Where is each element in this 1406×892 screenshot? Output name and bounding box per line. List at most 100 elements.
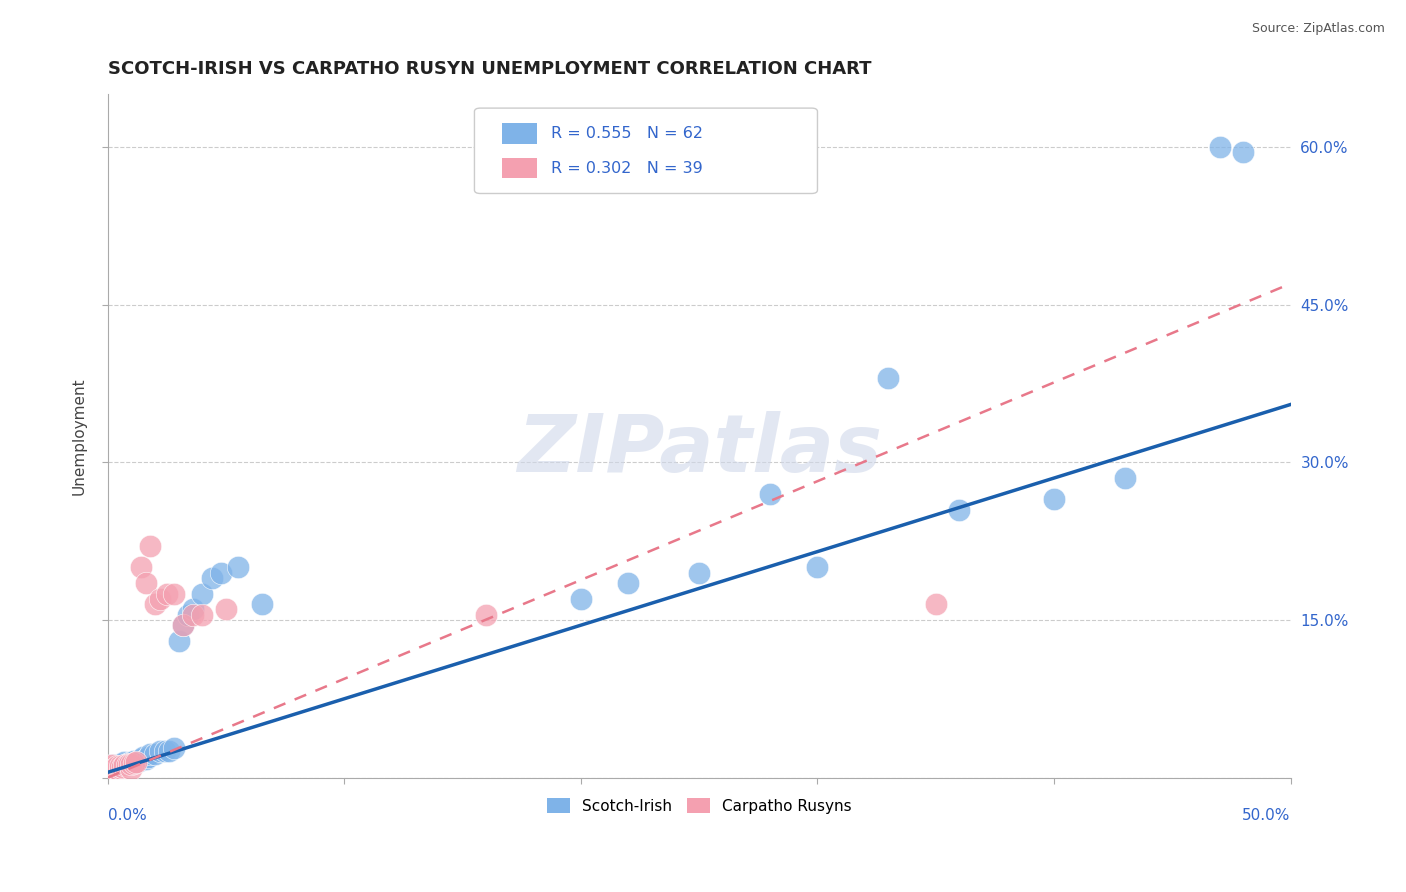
Point — [132, 749, 155, 764]
Point — [108, 761, 131, 775]
Point — [98, 761, 121, 775]
Point — [111, 760, 134, 774]
Legend: Scotch-Irish, Carpatho Rusyns: Scotch-Irish, Carpatho Rusyns — [538, 790, 859, 822]
Point — [101, 763, 124, 777]
Point — [925, 597, 948, 611]
Point — [877, 371, 900, 385]
Point — [101, 760, 124, 774]
Point — [101, 763, 124, 777]
Point — [105, 762, 128, 776]
Point — [108, 759, 131, 773]
Point — [108, 756, 131, 771]
Point — [191, 607, 214, 622]
Point — [104, 763, 127, 777]
Point — [177, 607, 200, 622]
Point — [101, 759, 124, 773]
Point — [128, 754, 150, 768]
Text: R = 0.302   N = 39: R = 0.302 N = 39 — [551, 161, 703, 176]
Point — [569, 591, 592, 606]
Point — [101, 765, 124, 780]
Point — [172, 618, 194, 632]
Point — [122, 756, 145, 770]
Point — [115, 756, 138, 771]
Point — [111, 760, 134, 774]
Y-axis label: Unemployment: Unemployment — [72, 377, 86, 495]
Point — [98, 762, 121, 776]
Point — [98, 765, 121, 780]
Point — [1208, 140, 1230, 154]
Point — [153, 744, 176, 758]
Point — [112, 758, 135, 772]
Point — [191, 587, 214, 601]
Point — [181, 602, 204, 616]
Point — [101, 761, 124, 775]
Text: 0.0%: 0.0% — [108, 808, 146, 823]
Point — [226, 560, 249, 574]
Point — [157, 744, 180, 758]
Point — [101, 762, 124, 776]
Point — [98, 762, 121, 776]
Point — [104, 758, 127, 772]
Point — [129, 752, 152, 766]
Point — [172, 618, 194, 632]
Point — [163, 741, 186, 756]
Point — [112, 755, 135, 769]
Point — [118, 756, 141, 770]
Point — [617, 576, 640, 591]
Point — [129, 560, 152, 574]
Point — [1114, 471, 1136, 485]
Point — [688, 566, 710, 580]
Point — [98, 765, 121, 780]
Point — [104, 761, 127, 775]
Point — [120, 755, 142, 769]
Point — [120, 756, 142, 771]
Point — [201, 571, 224, 585]
Point — [163, 587, 186, 601]
Point — [98, 764, 121, 779]
Point — [98, 763, 121, 777]
Text: SCOTCH-IRISH VS CARPATHO RUSYN UNEMPLOYMENT CORRELATION CHART: SCOTCH-IRISH VS CARPATHO RUSYN UNEMPLOYM… — [108, 60, 872, 78]
Point — [122, 754, 145, 768]
Point — [167, 634, 190, 648]
Point — [105, 759, 128, 773]
FancyBboxPatch shape — [502, 158, 537, 178]
Point — [104, 760, 127, 774]
Point — [149, 591, 172, 606]
Point — [156, 587, 179, 601]
Point — [104, 763, 127, 777]
Point — [108, 761, 131, 775]
Point — [806, 560, 828, 574]
Point — [125, 755, 148, 769]
FancyBboxPatch shape — [502, 123, 537, 144]
Point — [139, 540, 162, 554]
Point — [101, 765, 124, 780]
Point — [101, 758, 124, 772]
Point — [135, 752, 157, 766]
Point — [101, 758, 124, 772]
Text: Source: ZipAtlas.com: Source: ZipAtlas.com — [1251, 22, 1385, 36]
Point — [108, 759, 131, 773]
Point — [215, 602, 238, 616]
Point — [209, 566, 232, 580]
Point — [101, 761, 124, 775]
Point — [1232, 145, 1254, 160]
FancyBboxPatch shape — [474, 108, 817, 194]
Point — [104, 761, 127, 775]
Point — [98, 761, 121, 775]
Point — [101, 762, 124, 776]
Point — [118, 756, 141, 771]
Point — [105, 762, 128, 776]
Point — [98, 760, 121, 774]
Point — [125, 755, 148, 769]
Point — [98, 763, 121, 777]
Point — [948, 502, 970, 516]
Point — [101, 760, 124, 774]
Point — [98, 760, 121, 774]
Point — [143, 747, 166, 762]
Point — [181, 607, 204, 622]
Point — [250, 597, 273, 611]
Point — [105, 759, 128, 773]
Point — [136, 749, 159, 764]
Point — [139, 747, 162, 762]
Point — [112, 758, 135, 772]
